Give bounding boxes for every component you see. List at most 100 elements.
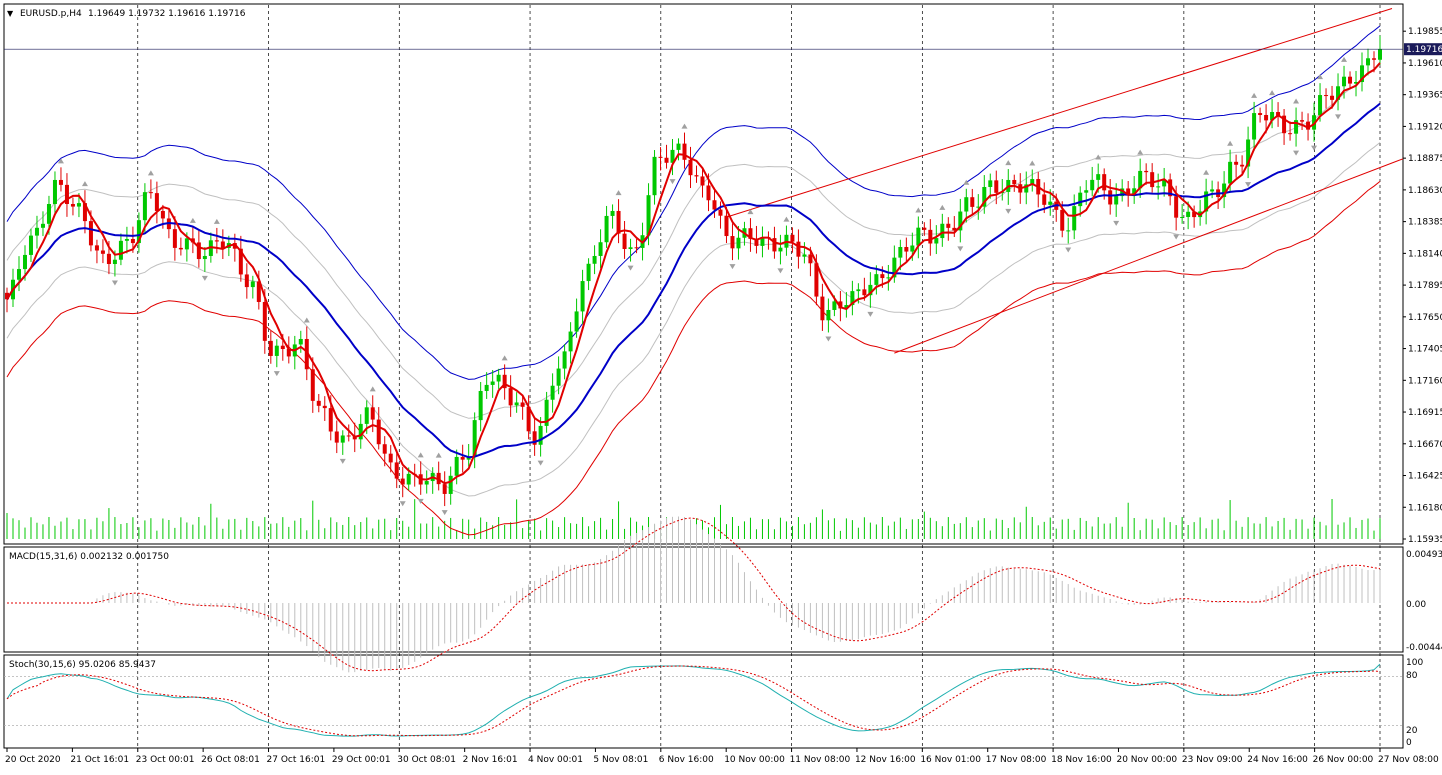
candle-body [562, 351, 567, 369]
candle-body [154, 193, 159, 211]
candle-body [298, 338, 303, 345]
candle-body [868, 284, 873, 296]
fractal-down-arrow [777, 268, 784, 274]
candle-body [1156, 186, 1161, 188]
candle-body [988, 180, 993, 187]
fractal-up-arrow [1227, 140, 1234, 146]
price-tick-label: 1.16915 [1408, 408, 1442, 418]
candle-body [1300, 120, 1305, 122]
candle-body [1270, 112, 1275, 121]
candle-body [364, 407, 369, 424]
candle-body [1282, 115, 1287, 134]
stoch-tick-20: 20 [1406, 726, 1418, 736]
main-pane-frame [3, 3, 1404, 545]
candle-body [454, 456, 459, 476]
candle-body [1072, 206, 1077, 231]
symbol-dropdown-icon[interactable]: ▼ [7, 9, 14, 18]
candle-body [46, 203, 51, 224]
fractal-down-arrow [441, 510, 448, 516]
fractal-up-arrow [303, 317, 310, 323]
candle-body [976, 206, 981, 208]
candle-body [1048, 201, 1053, 205]
candle-body [694, 175, 699, 177]
fractal-down-arrow [1173, 234, 1180, 240]
candle-body [406, 473, 411, 485]
candle-body [664, 157, 669, 163]
macd-signal-line [7, 517, 1381, 672]
time-tick-label: 10 Nov 00:00 [724, 755, 785, 765]
candle-body [1120, 188, 1125, 197]
candle-body [148, 192, 153, 194]
fractal-up-arrow [57, 158, 64, 164]
candle-body [1168, 179, 1173, 197]
fractal-up-arrow [417, 452, 424, 458]
candle-body [1324, 95, 1329, 97]
candle-body [634, 247, 639, 249]
candle-body [946, 223, 951, 228]
candle-body [5, 292, 9, 300]
fractal-up-arrow [915, 207, 922, 213]
time-tick-label: 5 Nov 08:01 [593, 755, 648, 765]
stoch-label: Stoch(30,15,6) 95.0206 85.9437 [9, 660, 156, 670]
candle-body [346, 435, 351, 437]
stoch-main-line [6, 663, 1381, 737]
candle-body [1150, 172, 1155, 188]
candle-body [814, 263, 819, 297]
fractal-down-arrow [729, 264, 736, 270]
candle-body [328, 408, 333, 432]
time-tick-label: 30 Oct 08:01 [397, 755, 456, 765]
candle-body [922, 227, 927, 230]
symbol-label: EURUSD.p,H4 [20, 9, 82, 19]
candle-body [1102, 174, 1107, 191]
price-tick-label: 1.16670 [1408, 440, 1442, 450]
candle-body [526, 406, 531, 432]
candle-body [250, 281, 255, 288]
candle-body [1066, 230, 1071, 232]
candle-body [442, 484, 447, 494]
candle-body [88, 221, 93, 246]
upper-band-outer [6, 25, 1381, 380]
fractal-down-arrow [399, 501, 406, 507]
candle-body [520, 402, 525, 407]
candle-body [790, 234, 795, 242]
candle-body [76, 203, 81, 207]
fractal-down-arrow [1293, 150, 1300, 156]
candle-body [172, 229, 177, 248]
fractal-up-arrow [189, 217, 196, 223]
candle-body [532, 431, 537, 445]
time-tick-label: 27 Oct 16:01 [267, 755, 326, 765]
candle-body [982, 186, 987, 207]
fractal-arrows [57, 56, 1348, 516]
candle-body [214, 240, 219, 242]
fractal-up-arrow [1251, 92, 1258, 98]
candle-body [244, 274, 249, 288]
price-tick-label: 1.17405 [1408, 345, 1442, 355]
time-axis: 20 Oct 2020 21 Oct 16:01 23 Oct 00:01 26 Oc… [5, 748, 1439, 765]
candle-body [16, 269, 21, 280]
candle-body [940, 223, 945, 239]
candle-body [1294, 120, 1299, 134]
moving-average-slow [6, 102, 1381, 459]
fractal-up-arrow [615, 190, 622, 196]
time-tick-label: 17 Nov 08:00 [986, 755, 1047, 765]
candle-body [706, 185, 711, 201]
candle-body [1138, 170, 1143, 189]
candle-body [322, 405, 327, 409]
fractal-up-arrow [963, 179, 970, 185]
fractal-up-arrow [1095, 154, 1102, 160]
candle-body [448, 475, 453, 494]
candle-body [1252, 113, 1257, 140]
candle-body [1108, 190, 1113, 205]
candle-body [772, 238, 777, 252]
candle-body [160, 210, 165, 219]
envelope-bands [6, 25, 1381, 536]
candle-body [730, 236, 735, 249]
candle-body [1234, 161, 1239, 165]
upper-band-inner [6, 64, 1381, 419]
ohlc-label: 1.19649 1.19732 1.19616 1.19716 [88, 9, 246, 19]
time-tick-label: 12 Nov 16:00 [855, 755, 916, 765]
candle-body [754, 238, 759, 246]
candle-body [592, 255, 597, 264]
